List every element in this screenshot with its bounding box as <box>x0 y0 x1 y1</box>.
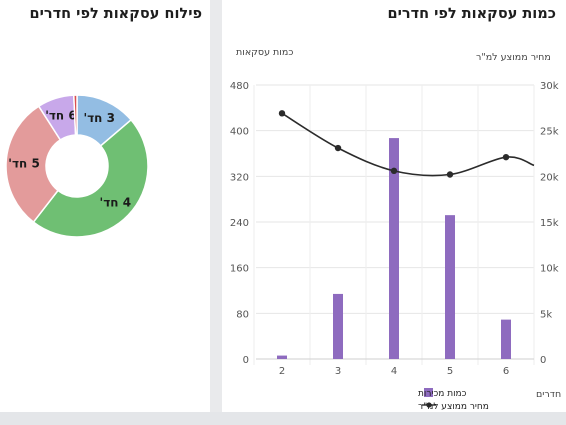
y-left-tick-label: 240 <box>230 218 249 229</box>
panel-divider <box>210 0 222 412</box>
left-axis-title: כמות עסקאות <box>236 47 294 58</box>
y-right-tick-label: 25k <box>540 127 559 138</box>
legend-bar-swatch <box>424 388 433 397</box>
donut-chart: 3 חד' 4 חד' 5 חד' 6 חד' <box>5 94 149 238</box>
y-right-tick-label: 15k <box>540 218 559 229</box>
y-left-tick-label: 0 <box>243 355 249 366</box>
pie-slice-label: 4 חד' <box>100 196 132 210</box>
pie-slice <box>32 118 149 238</box>
pie-chart-title: פילוח עסקאות לפי חדרים <box>29 6 202 22</box>
pie-slice-label: 3 חד' <box>83 111 115 125</box>
y-right-tick-label: 0 <box>540 355 546 366</box>
x-tick-label: 3 <box>335 366 341 377</box>
pie-slice-label: 5 חד' <box>8 157 40 171</box>
bar-line-chart: 0 80 160 240 320 400 480 0 5k 10k 15k 20k 25k 30k 2 3 4 5… <box>230 81 559 412</box>
right-axis-title: מחיר ממוצע למ"ר <box>476 52 551 63</box>
line-point <box>502 153 510 161</box>
x-tick-label: 4 <box>391 366 397 377</box>
pie-slice-label: 6 חד' <box>45 108 77 122</box>
bar <box>277 355 287 359</box>
line-point <box>446 171 454 178</box>
bar <box>389 138 399 359</box>
y-left-tick-label: 400 <box>230 127 249 138</box>
price-line <box>281 112 535 177</box>
y-left-tick-label: 160 <box>230 264 249 275</box>
bar <box>333 293 343 359</box>
x-tick-label: 2 <box>279 366 285 377</box>
pie-slice <box>72 94 78 136</box>
line-point <box>390 167 398 175</box>
y-left-tick-label: 320 <box>230 172 249 183</box>
line-point <box>334 144 342 152</box>
combo-chart-title: כמות עסקאות לפי חדרים <box>387 6 556 22</box>
y-left-tick-label: 80 <box>236 309 249 320</box>
y-right-tick-label: 20k <box>540 172 559 183</box>
line-point <box>278 110 286 117</box>
legend-line-label: מחיר ממוצע למ"ר <box>418 402 489 412</box>
legend-line-marker <box>426 402 432 408</box>
bar <box>445 215 455 359</box>
x-tick-label: 5 <box>447 366 453 377</box>
bottom-scroll-strip <box>0 412 566 425</box>
pie-slice <box>5 105 62 224</box>
y-left-tick-label: 480 <box>230 81 249 92</box>
y-right-tick-label: 5k <box>540 309 552 320</box>
x-tick-label: 6 <box>503 366 509 377</box>
y-right-tick-label: 10k <box>540 264 559 275</box>
y-right-tick-label: 30k <box>540 81 559 92</box>
bar <box>501 319 511 359</box>
legend-bar-label: כמות מכירות <box>418 389 467 399</box>
x-axis-title: חדרים <box>536 389 562 400</box>
